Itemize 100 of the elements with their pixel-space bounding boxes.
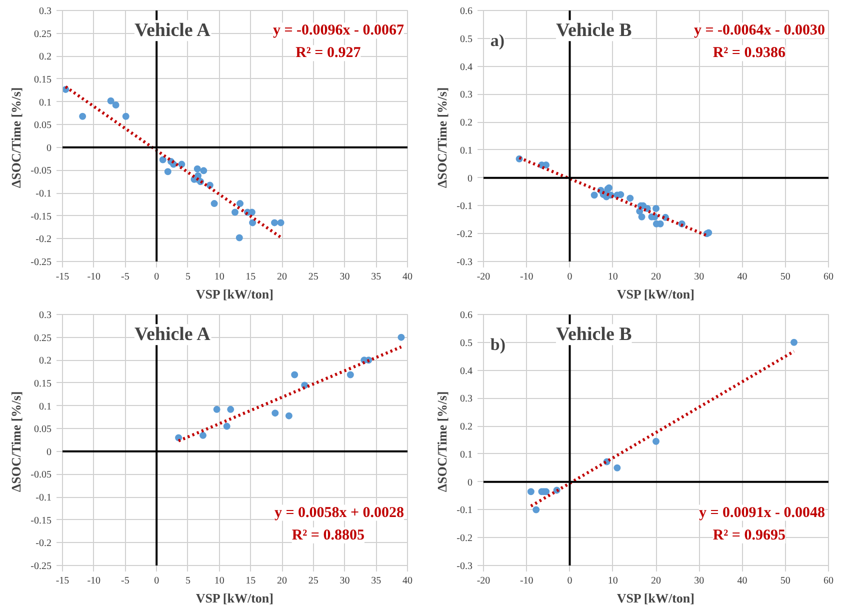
annotation: y = 0.0058x + 0.0028 (274, 504, 404, 521)
x-tick-label: -10 (520, 272, 534, 282)
y-tick-label: 0.1 (460, 449, 472, 460)
y-tick-label: 0.2 (460, 422, 472, 433)
y-tick-label: -0.25 (30, 561, 52, 572)
y-tick-label: -0.25 (30, 257, 52, 268)
x-tick-label: 0 (567, 272, 572, 282)
x-tick-label: 5 (185, 576, 190, 586)
y-tick-label: -0.05 (30, 166, 52, 177)
x-tick-label: -5 (121, 272, 130, 282)
x-tick-label: 10 (608, 576, 618, 586)
x-tick-label: 40 (402, 576, 412, 586)
y-tick-label: 0.3 (39, 310, 52, 321)
y-tick-label: -0.1 (36, 188, 52, 200)
y-axis-title: ΔSOC/Time [%/s] (434, 391, 450, 492)
text: Vehicle A (134, 324, 211, 346)
text: Vehicle B (556, 20, 632, 42)
y-tick-label: 0.2 (39, 356, 52, 367)
x-tick-label: 40 (737, 272, 748, 282)
y-tick-label: -0.1 (456, 201, 473, 212)
y-tick-label: -0.2 (36, 234, 52, 246)
y-tick-label: 0.6 (460, 6, 472, 17)
annotation: y = -0.0096x - 0.0067 (273, 22, 405, 39)
x-tick-label: -15 (56, 576, 70, 586)
x-tick-label: 60 (824, 272, 834, 282)
x-tick-label: -5 (121, 576, 130, 586)
y-tick-label: -0.15 (30, 515, 52, 526)
y-tick-label: 0.2 (460, 118, 472, 129)
y-tick-label: 0.05 (34, 120, 52, 132)
y-tick-label: 0.1 (460, 145, 472, 156)
annotation: R² = 0.927 (296, 45, 362, 62)
y-tick-label: -0.15 (30, 211, 52, 222)
x-tick-label: 40 (402, 272, 412, 282)
y-tick-label: 0.15 (34, 378, 52, 390)
x-tick-label: 50 (780, 272, 790, 282)
y-tick-label: 0.15 (34, 74, 52, 86)
y-tick-label: 0.6 (460, 310, 472, 321)
y-tick-label: -0.1 (456, 505, 473, 516)
x-tick-label: 20 (277, 576, 288, 586)
x-tick-label: 25 (308, 576, 318, 586)
x-tick-label: 10 (608, 272, 618, 282)
y-tick-label: 0.5 (460, 338, 472, 349)
y-tick-label: 0.1 (39, 401, 52, 412)
y-tick-label: 0.4 (460, 366, 472, 377)
text: Vehicle A (134, 20, 211, 42)
x-tick-label: 35 (371, 272, 382, 282)
y-tick-label: 0 (468, 477, 472, 488)
y-tick-label: -0.3 (456, 257, 473, 268)
x-tick-label: -10 (520, 576, 534, 586)
y-tick-label: 0 (46, 446, 52, 458)
x-tick-label: 30 (340, 272, 350, 282)
annotation: R² = 0.8805 (292, 527, 364, 544)
x-tick-label: 60 (824, 576, 834, 586)
annotation: y = 0.0091x - 0.0048 (699, 504, 826, 521)
y-tick-label: 0.5 (460, 34, 472, 45)
x-tick-label: 15 (246, 272, 256, 282)
x-tick-label: 30 (694, 576, 704, 586)
x-tick-label: -20 (476, 576, 490, 586)
y-tick-label: 0.25 (34, 332, 52, 344)
x-tick-label: 35 (371, 576, 382, 586)
x-tick-label: 30 (694, 272, 704, 282)
annotation: b) (490, 335, 506, 354)
y-tick-label: 0.3 (460, 90, 472, 101)
x-tick-label: 10 (214, 576, 224, 586)
y-tick-label: 0 (468, 173, 472, 184)
x-tick-label: 0 (154, 576, 160, 586)
y-tick-label: 0.25 (34, 28, 52, 40)
x-tick-label: -10 (87, 576, 101, 586)
x-tick-label: 20 (651, 272, 661, 282)
y-tick-label: -0.2 (36, 538, 52, 550)
x-axis-title: VSP [kW/ton] (616, 590, 694, 606)
y-tick-label: -0.1 (36, 492, 52, 504)
annotation: R² = 0.9695 (712, 527, 786, 544)
x-tick-label: 25 (308, 272, 318, 282)
annotation: y = -0.0064x - 0.0030 (694, 22, 826, 39)
x-tick-label: 0 (567, 576, 572, 586)
y-tick-label: 0.4 (460, 62, 472, 73)
y-axis-title: ΔSOC/Time [%/s] (8, 391, 24, 492)
y-tick-label: 0.2 (39, 52, 52, 63)
annotation: R² = 0.9386 (712, 45, 786, 62)
x-tick-label: -15 (56, 272, 70, 282)
x-tick-label: 0 (154, 272, 160, 282)
y-tick-label: -0.3 (456, 561, 473, 572)
y-tick-label: 0 (46, 142, 52, 154)
x-tick-label: 20 (651, 576, 661, 586)
x-axis-title: VSP [kW/ton] (616, 286, 694, 302)
y-axis-title: ΔSOC/Time [%/s] (8, 87, 24, 188)
text: Vehicle B (556, 324, 632, 346)
x-tick-label: 20 (277, 272, 288, 282)
y-tick-label: -0.05 (30, 470, 52, 481)
x-tick-label: 10 (214, 272, 224, 282)
annotation: a) (490, 31, 505, 50)
y-tick-label: 0.3 (460, 394, 472, 405)
x-tick-label: 5 (185, 272, 190, 282)
x-axis-title: VSP [kW/ton] (196, 286, 274, 302)
y-tick-label: 0.1 (39, 97, 52, 108)
y-tick-label: 0.3 (39, 6, 52, 17)
x-tick-label: 50 (780, 576, 790, 586)
x-axis-title: VSP [kW/ton] (196, 590, 274, 606)
y-tick-label: 0.05 (34, 424, 52, 436)
